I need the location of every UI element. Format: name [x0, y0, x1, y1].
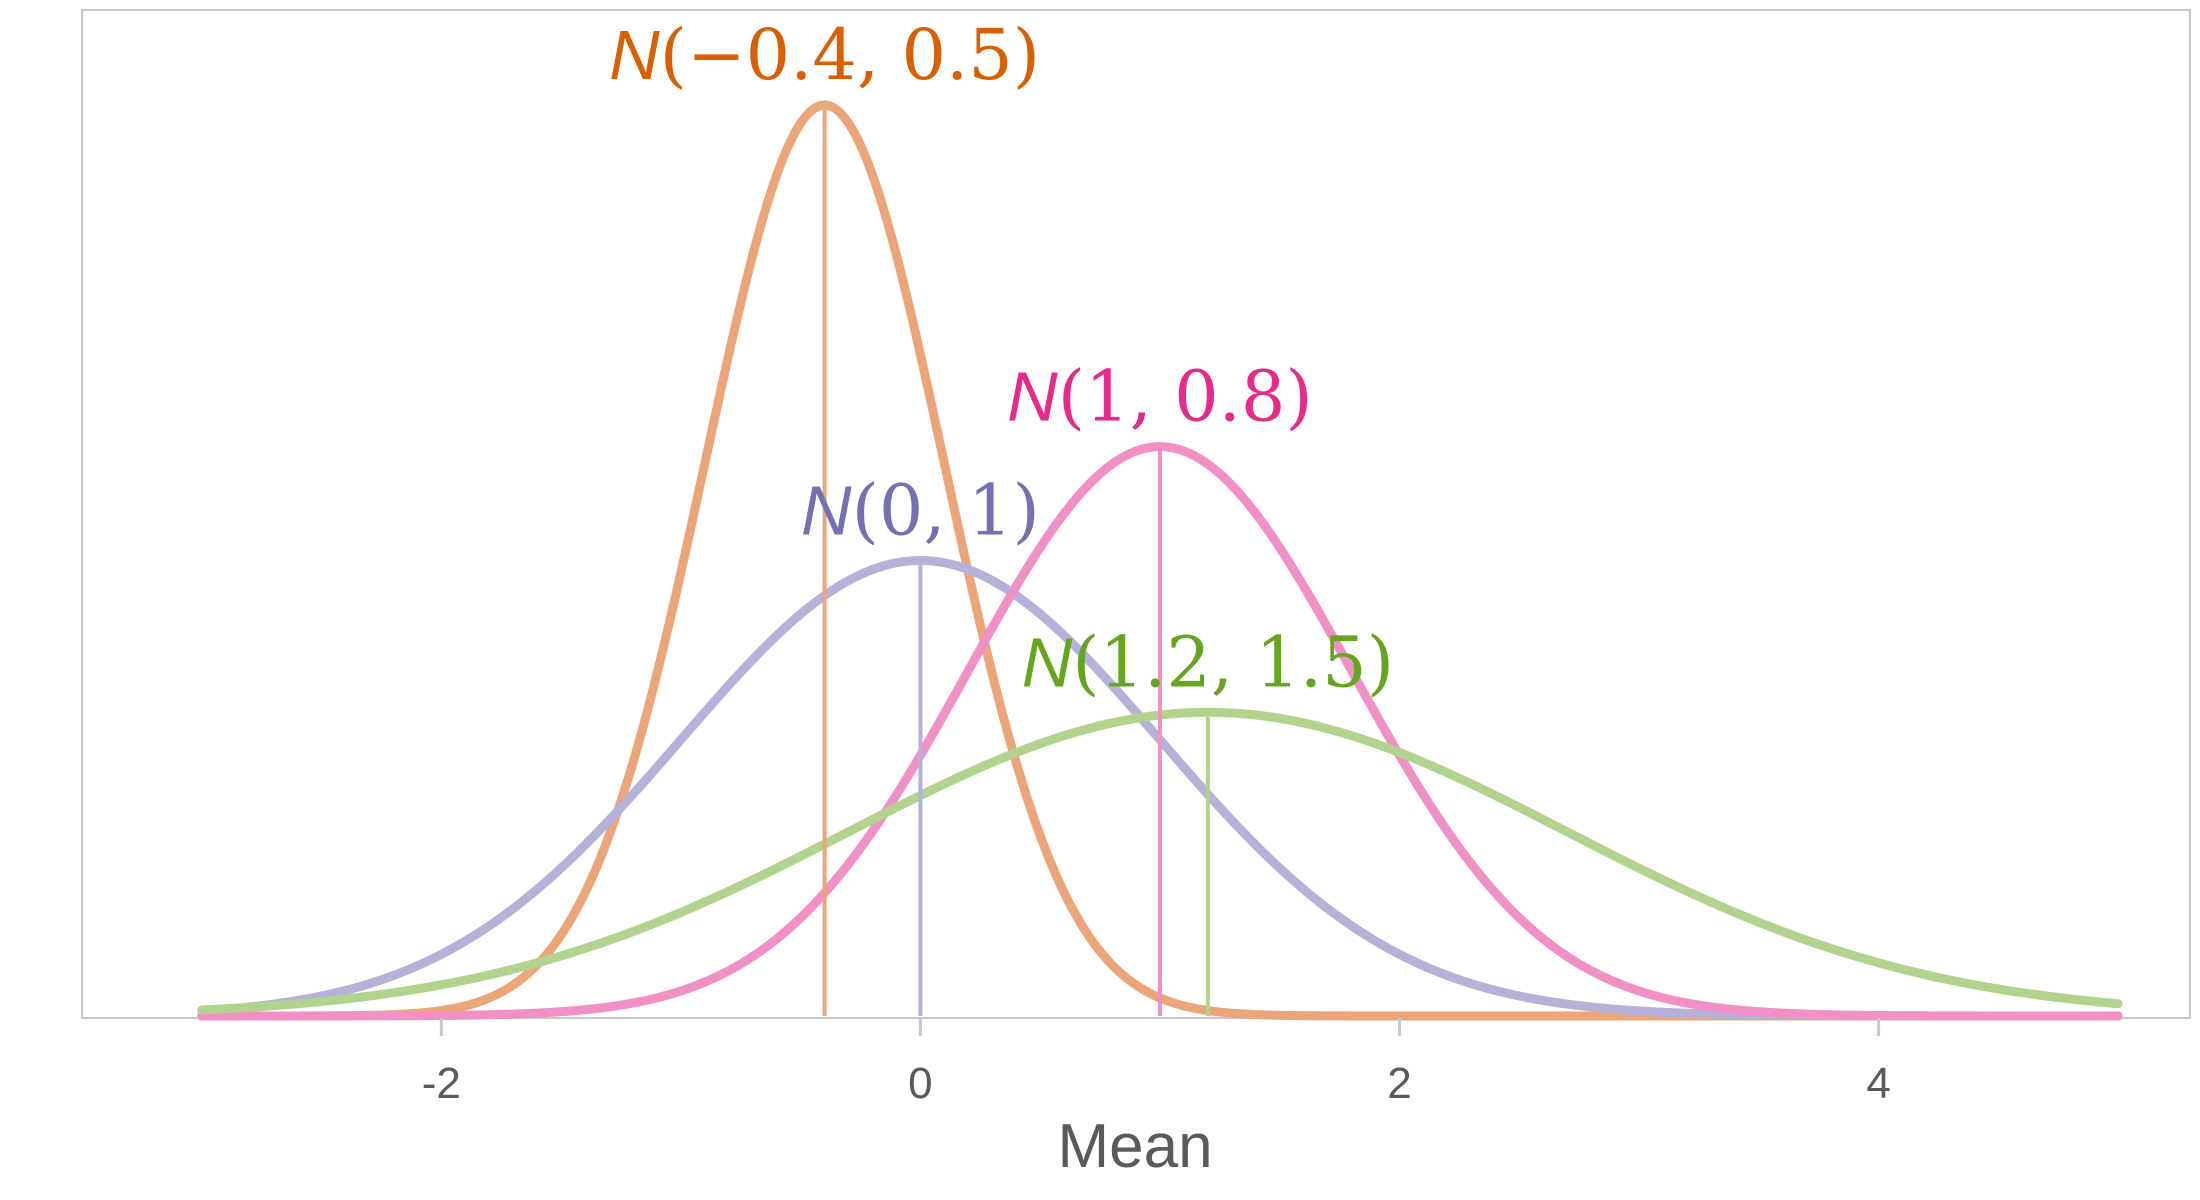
- distribution-label-letter: N: [1022, 623, 1073, 701]
- distribution-label-args: (1.2, 1.5): [1072, 621, 1394, 703]
- x-axis: -2 0 2 4: [422, 1018, 1891, 1108]
- distribution-label-args: (1, 0.8): [1058, 356, 1313, 438]
- x-axis-title: Mean: [1057, 1112, 1212, 1181]
- distribution-label-args: (0, 1): [852, 470, 1040, 552]
- distribution-label-0: N(−0.4, 0.5): [609, 14, 1040, 96]
- distribution-label-2: N(1, 0.8): [1007, 356, 1313, 438]
- distribution-label-letter: N: [609, 16, 660, 94]
- x-tick-label: 4: [1866, 1059, 1890, 1108]
- x-tick-label: -2: [422, 1059, 461, 1108]
- plot-panel: [81, 9, 2191, 1019]
- distribution-label-args: (−0.4, 0.5): [660, 14, 1040, 96]
- distribution-label-letter: N: [801, 472, 852, 550]
- distribution-label-1: N(0, 1): [801, 470, 1040, 552]
- distribution-label-letter: N: [1007, 358, 1058, 436]
- x-tick-label: 2: [1387, 1059, 1411, 1108]
- mean-lines: [822, 105, 1210, 1016]
- distribution-labels: N(−0.4, 0.5)N(0, 1)N(1, 0.8)N(1.2, 1.5): [609, 14, 1394, 703]
- distribution-label-3: N(1.2, 1.5): [1022, 621, 1394, 703]
- x-tick-label: 0: [908, 1059, 932, 1108]
